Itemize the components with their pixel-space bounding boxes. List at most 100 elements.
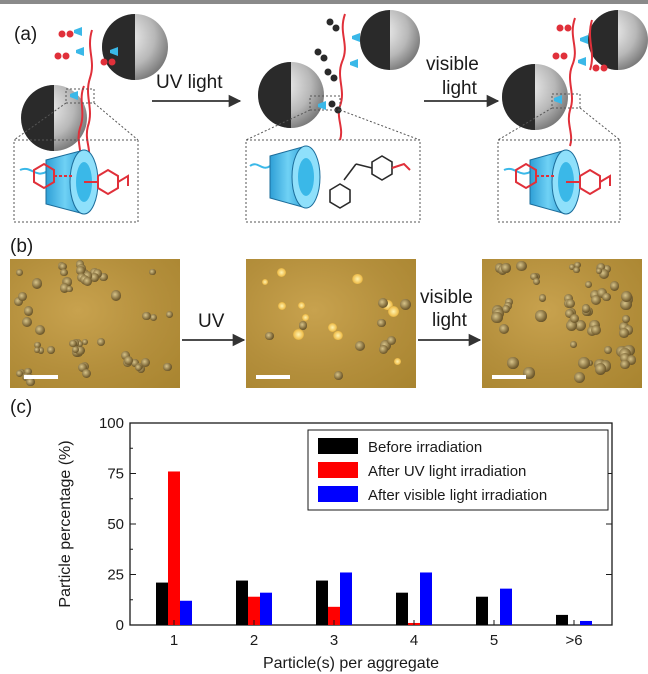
bar-2-1 xyxy=(168,471,180,625)
particle xyxy=(47,345,55,354)
particle xyxy=(609,280,620,291)
scale-bar xyxy=(492,375,526,379)
particle xyxy=(149,268,156,276)
particle xyxy=(38,347,45,354)
uv-text-b: UV xyxy=(198,311,225,332)
particle xyxy=(34,341,41,348)
particle xyxy=(265,331,275,341)
particle xyxy=(498,323,510,335)
particle xyxy=(33,347,40,354)
particle xyxy=(393,357,401,365)
bar-1-5 xyxy=(476,596,488,625)
bar-3->6 xyxy=(580,620,592,625)
particle xyxy=(18,291,28,301)
particle xyxy=(516,260,527,272)
particle xyxy=(379,344,389,354)
azobenzene-icon xyxy=(54,30,116,66)
particle xyxy=(327,322,338,333)
particle xyxy=(22,317,33,328)
particle xyxy=(81,369,91,379)
particle xyxy=(333,370,343,380)
schematic-group-2 xyxy=(245,10,421,223)
particle xyxy=(59,283,70,293)
scale-bar xyxy=(24,375,58,379)
particle xyxy=(165,311,173,319)
janus-particle-icon xyxy=(588,10,648,70)
y-tick-label: 0 xyxy=(116,617,124,634)
particle xyxy=(590,325,602,336)
particle xyxy=(26,377,36,387)
janus-particle-icon xyxy=(258,62,324,128)
particle xyxy=(121,351,131,361)
particle xyxy=(98,272,108,282)
particle xyxy=(533,278,541,286)
y-tick-label: 25 xyxy=(107,567,124,584)
particle xyxy=(523,367,535,379)
legend-entry: After visible light irradiation xyxy=(368,487,547,504)
particle xyxy=(530,272,538,281)
particle xyxy=(597,288,608,299)
y-tick-label: 50 xyxy=(107,516,124,533)
panel-a-label: (a) xyxy=(14,24,37,45)
panel-b-label: (b) xyxy=(10,236,33,257)
cyclodextrin-icon xyxy=(70,27,118,100)
particle xyxy=(59,263,67,271)
particle xyxy=(24,367,32,375)
cyclodextrin-icon xyxy=(318,33,360,110)
particle xyxy=(569,263,576,271)
bar-3-1 xyxy=(180,600,192,625)
particle xyxy=(377,318,386,328)
particle xyxy=(142,311,152,321)
visible-text: visible xyxy=(426,54,479,75)
particle xyxy=(602,292,611,302)
particle xyxy=(491,311,503,324)
particle xyxy=(573,371,586,384)
particle xyxy=(603,346,613,355)
micrograph-before xyxy=(10,259,180,388)
cyclodextrin-icon xyxy=(269,145,321,209)
particle xyxy=(89,273,99,282)
light-text: light xyxy=(442,78,478,99)
particle xyxy=(581,304,591,314)
particle xyxy=(570,341,577,349)
legend-swatch xyxy=(318,438,358,454)
particle xyxy=(564,294,574,304)
particle xyxy=(620,298,632,310)
particle xyxy=(620,359,630,370)
particle xyxy=(149,314,158,322)
x-axis-label: Particle(s) per aggregate xyxy=(263,655,439,672)
particle xyxy=(292,329,305,341)
bar-1-1 xyxy=(156,582,168,625)
particle xyxy=(577,356,590,369)
particle xyxy=(387,305,399,318)
particle xyxy=(501,304,510,313)
particle xyxy=(34,324,45,335)
particle xyxy=(71,345,80,354)
micrograph-after-visible xyxy=(482,259,642,388)
particle xyxy=(585,280,593,288)
bar-2-3 xyxy=(328,606,340,625)
bar-1->6 xyxy=(556,614,568,625)
janus-particle-icon xyxy=(360,10,420,70)
particle xyxy=(124,356,134,366)
azobenzene-icon xyxy=(314,18,342,114)
particle xyxy=(574,262,581,269)
particle xyxy=(387,336,396,346)
schematic-group-3 xyxy=(497,10,648,223)
particle xyxy=(535,310,547,322)
particle xyxy=(377,298,388,309)
y-tick-label: 75 xyxy=(107,466,124,483)
particle xyxy=(66,285,73,293)
particle xyxy=(399,298,412,311)
particle xyxy=(591,294,602,305)
x-tick-label: 3 xyxy=(330,632,338,649)
y-axis-label: Particle percentage (%) xyxy=(57,440,74,607)
y-tick-label: 100 xyxy=(99,415,124,432)
micrograph-after-uv xyxy=(246,259,416,388)
bar-3-4 xyxy=(420,572,432,625)
bar-chart: 0 25 50 75 100 1 2 3 4 5 >6 Particle(s) per aggrega… xyxy=(57,415,613,672)
bar-1-4 xyxy=(396,592,408,625)
particle xyxy=(60,268,68,276)
particle xyxy=(352,274,363,285)
legend-entry: After UV light irradiation xyxy=(368,463,526,480)
